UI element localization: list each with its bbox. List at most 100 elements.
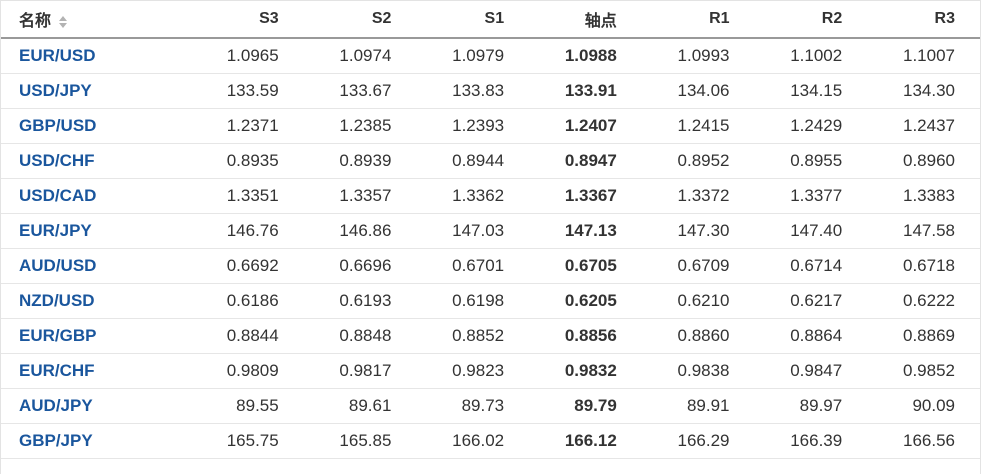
cell-pivot: 133.91 (529, 73, 642, 109)
cell-s2: 1.0974 (303, 38, 417, 74)
cell-s1: 133.83 (416, 73, 530, 109)
table-row: GBP/USD 1.2371 1.2385 1.2393 1.2407 1.2415 1.2… (1, 108, 980, 144)
cell-name: AUD/JPY (1, 388, 191, 424)
cell-name: AUD/USD (1, 248, 191, 284)
pair-link[interactable]: USD/CAD (19, 185, 97, 205)
table-row: AUD/JPY 89.55 89.61 89.73 89.79 89.91 89.97 90.… (1, 388, 980, 424)
cell-s3: 1.3351 (191, 178, 304, 214)
table-row: AUD/USD 0.6692 0.6696 0.6701 0.6705 0.6709 0.6… (1, 248, 980, 284)
cell-s2: 146.86 (303, 213, 417, 249)
cell-s2: 0.6696 (303, 248, 417, 284)
cell-name: EUR/USD (1, 38, 191, 74)
pair-link[interactable]: EUR/JPY (19, 220, 92, 240)
cell-r2: 166.39 (754, 423, 868, 459)
cell-r1: 0.6709 (641, 248, 755, 284)
cell-r1: 1.2415 (641, 108, 755, 144)
cell-s2: 0.9817 (303, 353, 417, 389)
cell-r3: 134.30 (867, 73, 980, 109)
cell-r2: 147.40 (754, 213, 868, 249)
table-row: NZD/USD 0.6186 0.6193 0.6198 0.6205 0.6210 0.6… (1, 283, 980, 319)
table-row: EUR/GBP 0.8844 0.8848 0.8852 0.8856 0.8860 0.8… (1, 318, 980, 354)
cell-r1: 89.91 (641, 388, 755, 424)
pair-link[interactable]: AUD/USD (19, 255, 97, 275)
cell-name: EUR/JPY (1, 213, 191, 249)
cell-pivot: 0.6705 (529, 248, 642, 284)
cell-name: GBP/USD (1, 108, 191, 144)
pair-link[interactable]: GBP/JPY (19, 430, 93, 450)
cell-name: GBP/JPY (1, 423, 191, 459)
cell-r1: 1.0993 (641, 38, 755, 74)
cell-r1: 0.9838 (641, 353, 755, 389)
column-header-r1: R1 (641, 1, 755, 39)
pair-link[interactable]: EUR/CHF (19, 360, 95, 380)
cell-r1: 0.8860 (641, 318, 755, 354)
cell-r3: 0.8960 (867, 143, 980, 179)
cell-s3: 133.59 (191, 73, 304, 109)
cell-s3: 0.6692 (191, 248, 304, 284)
cell-r2: 0.8955 (754, 143, 868, 179)
cell-r3: 1.3383 (867, 178, 980, 214)
cell-name: USD/CHF (1, 143, 191, 179)
cell-r3: 166.56 (867, 423, 980, 459)
column-header-r2: R2 (754, 1, 868, 39)
pair-link[interactable]: AUD/JPY (19, 395, 93, 415)
cell-r2: 1.1002 (754, 38, 868, 74)
cell-r1: 0.6210 (641, 283, 755, 319)
cell-r2: 0.9847 (754, 353, 868, 389)
cell-s1: 0.9823 (416, 353, 530, 389)
cell-r2: 89.97 (754, 388, 868, 424)
column-header-pivot: 轴点 (529, 1, 642, 39)
header-row: 名称 S3 S2 S1 轴点 R1 R2 R3 (1, 1, 980, 39)
cell-pivot: 0.8856 (529, 318, 642, 354)
cell-s3: 146.76 (191, 213, 304, 249)
cell-name: NZD/USD (1, 283, 191, 319)
cell-r3: 1.1007 (867, 38, 980, 74)
cell-s2: 0.8848 (303, 318, 417, 354)
sort-arrows-icon[interactable] (59, 15, 68, 28)
column-header-name[interactable]: 名称 (1, 1, 191, 39)
pivot-points-table: 名称 S3 S2 S1 轴点 R1 R2 R3 EUR/USD 1.0965 1.0974 1.09… (1, 1, 980, 459)
cell-s1: 1.2393 (416, 108, 530, 144)
cell-s2: 1.3357 (303, 178, 417, 214)
cell-name: EUR/GBP (1, 318, 191, 354)
cell-s1: 0.6198 (416, 283, 530, 319)
cell-s3: 165.75 (191, 423, 304, 459)
cell-pivot: 89.79 (529, 388, 642, 424)
pair-link[interactable]: USD/JPY (19, 80, 92, 100)
table-row: EUR/USD 1.0965 1.0974 1.0979 1.0988 1.0993 1.1… (1, 38, 980, 74)
table-row: USD/CHF 0.8935 0.8939 0.8944 0.8947 0.8952 0.8… (1, 143, 980, 179)
table-row: EUR/JPY 146.76 146.86 147.03 147.13 147.30 147… (1, 213, 980, 249)
cell-pivot: 1.0988 (529, 38, 642, 74)
cell-r2: 1.2429 (754, 108, 868, 144)
cell-r2: 134.15 (754, 73, 868, 109)
cell-s2: 1.2385 (303, 108, 417, 144)
pair-link[interactable]: USD/CHF (19, 150, 95, 170)
table-body: EUR/USD 1.0965 1.0974 1.0979 1.0988 1.0993 1.1… (1, 38, 980, 459)
pair-link[interactable]: NZD/USD (19, 290, 95, 310)
cell-s1: 0.8944 (416, 143, 530, 179)
pair-link[interactable]: EUR/GBP (19, 325, 97, 345)
cell-r3: 90.09 (867, 388, 980, 424)
cell-s2: 165.85 (303, 423, 417, 459)
pair-link[interactable]: EUR/USD (19, 45, 96, 65)
column-header-s2: S2 (303, 1, 417, 39)
cell-s2: 0.6193 (303, 283, 417, 319)
cell-name: USD/JPY (1, 73, 191, 109)
table-row: USD/CAD 1.3351 1.3357 1.3362 1.3367 1.3372 1.3… (1, 178, 980, 214)
column-header-r3: R3 (867, 1, 980, 39)
pair-link[interactable]: GBP/USD (19, 115, 97, 135)
cell-s1: 0.6701 (416, 248, 530, 284)
table-row: EUR/CHF 0.9809 0.9817 0.9823 0.9832 0.9838 0.9… (1, 353, 980, 389)
cell-s1: 1.3362 (416, 178, 530, 214)
cell-r3: 1.2437 (867, 108, 980, 144)
cell-name: EUR/CHF (1, 353, 191, 389)
cell-r3: 0.6222 (867, 283, 980, 319)
cell-name: USD/CAD (1, 178, 191, 214)
cell-s1: 1.0979 (416, 38, 530, 74)
cell-r2: 0.8864 (754, 318, 868, 354)
table-header: 名称 S3 S2 S1 轴点 R1 R2 R3 (1, 1, 980, 39)
cell-s1: 147.03 (416, 213, 530, 249)
cell-r1: 134.06 (641, 73, 755, 109)
cell-r1: 166.29 (641, 423, 755, 459)
